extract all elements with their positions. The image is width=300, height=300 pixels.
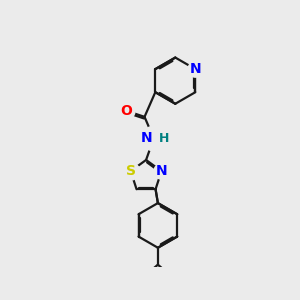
Text: S: S — [126, 164, 136, 178]
Text: N: N — [156, 164, 167, 178]
Text: H: H — [158, 132, 169, 145]
Text: N: N — [190, 62, 201, 76]
Text: O: O — [120, 104, 132, 118]
Text: N: N — [141, 131, 152, 146]
